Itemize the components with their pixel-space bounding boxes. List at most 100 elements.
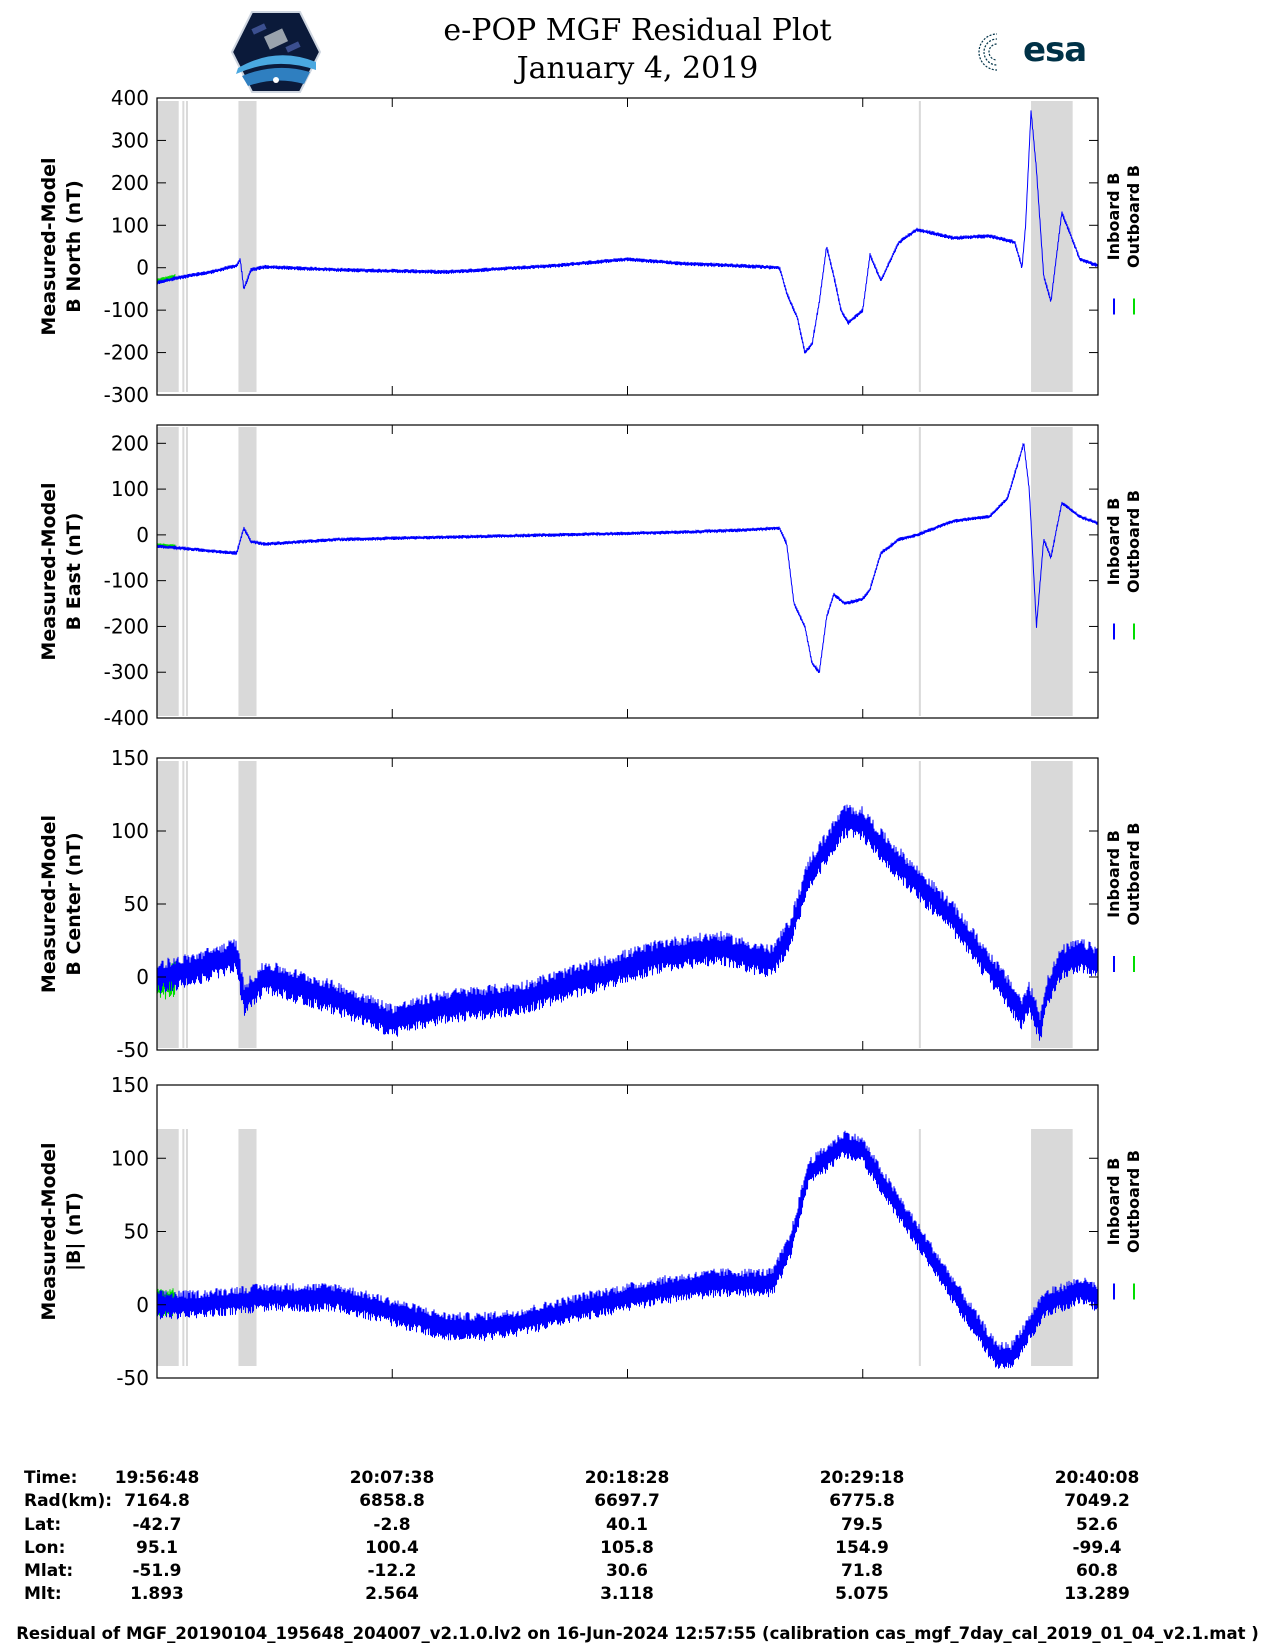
y-tick-label: 0 (136, 523, 149, 547)
y-tick-label: 100 (111, 213, 149, 237)
ephemeris-row: Lat: -42.7 -2.8 40.1 79.5 52.6 (0, 1515, 1275, 1539)
y-tick-label: 100 (111, 477, 149, 501)
ephemeris-row-label: Time: (24, 1468, 78, 1488)
y-tick-label: -400 (104, 706, 149, 730)
y-axis-label-line2: B East (nT) (63, 513, 85, 631)
y-tick-label: 0 (136, 1293, 149, 1317)
legend-outboard-label: Outboard B (1124, 1150, 1143, 1253)
y-tick-label: 0 (136, 965, 149, 989)
plot-frame (156, 424, 1099, 719)
esa-logo-icon (978, 32, 1021, 72)
ephemeris-cell: 7049.2 (1064, 1491, 1130, 1511)
ephemeris-cell: 79.5 (841, 1515, 883, 1535)
gap-shade-4 (238, 1129, 257, 1366)
ephemeris-row: Time: 19:56:48 20:07:38 20:18:28 20:29:18 20:… (0, 1468, 1275, 1492)
gap-shade-4 (238, 101, 257, 392)
y-tick-label: -300 (104, 660, 149, 684)
y-tick-label: 400 (111, 86, 149, 110)
series-inboard-overlap (171, 1298, 177, 1312)
gap-shade-3 (185, 1129, 188, 1366)
ephemeris-table: Time: 19:56:48 20:07:38 20:18:28 20:29:18 20:… (0, 1468, 1275, 1618)
series-inboard-line (156, 110, 1099, 354)
y-tick-label: 100 (111, 819, 149, 843)
y-axis-label-line1: Measured-Model (38, 815, 60, 993)
series-inboard-overlap (171, 965, 177, 982)
y-tick-label: 300 (111, 128, 149, 152)
gap-shade-2 (182, 761, 185, 1048)
y-tick-label: 200 (111, 431, 149, 455)
ephemeris-cell: 100.4 (365, 1538, 419, 1558)
ephemeris-cell: 60.8 (1076, 1561, 1118, 1581)
ephemeris-cell: 52.6 (1076, 1515, 1118, 1535)
gap-shade-2 (182, 427, 185, 716)
gap-shade-3 (185, 761, 188, 1048)
ephemeris-cell: 6697.7 (594, 1491, 660, 1511)
panel-3: 150 100 50 0 -50 Measured-Model B Center (nT) I… (38, 746, 1143, 1062)
y-axis-label-line1: Measured-Model (38, 157, 60, 335)
title-block: e-POP MGF Residual Plot January 4, 2019 (0, 12, 1275, 88)
y-axis-label-line2: B Center (nT) (63, 832, 85, 975)
series-inboard-overlap (171, 545, 177, 551)
gap-shade-6 (1031, 101, 1073, 392)
ephemeris-cell: 71.8 (841, 1561, 883, 1581)
gap-shade-5 (918, 427, 921, 716)
series-inboard-overlap (171, 275, 177, 282)
y-axis-label-line2: |B| (nT) (63, 1192, 85, 1271)
ephemeris-cell: -99.4 (1072, 1538, 1122, 1558)
legend-outboard-label: Outboard B (1124, 165, 1143, 268)
ephemeris-row-label: Lat: (24, 1515, 62, 1535)
gap-shade-2 (182, 101, 185, 392)
y-axis-label-line2: B North (nT) (63, 180, 85, 313)
gap-shade-5 (918, 761, 921, 1048)
ephemeris-cell: 1.893 (130, 1584, 184, 1604)
ephemeris-cell: -51.9 (132, 1561, 182, 1581)
y-tick-label: 0 (136, 256, 149, 280)
plot-frame (156, 757, 1099, 1051)
series-inboard-line (156, 1130, 1099, 1369)
panel-2: 200 100 0 -100 -200 -300 -400 Measured-Model B E… (38, 424, 1143, 730)
y-tick-label: 100 (111, 1146, 149, 1170)
y-tick-label: 50 (124, 1220, 149, 1244)
y-tick-label: 200 (111, 171, 149, 195)
gap-shade-1 (157, 101, 179, 392)
ephemeris-row: Mlt: 1.893 2.564 3.118 5.075 13.289 (0, 1584, 1275, 1608)
ephemeris-cell: 5.075 (835, 1584, 889, 1604)
gap-shade-3 (185, 101, 188, 392)
y-tick-label: -50 (116, 1366, 149, 1390)
gap-shade-6 (1031, 761, 1073, 1048)
ephemeris-row-label: Mlat: (24, 1561, 74, 1581)
ephemeris-row-label: Lon: (24, 1538, 66, 1558)
ephemeris-cell: 154.9 (835, 1538, 889, 1558)
ephemeris-cell: 6775.8 (829, 1491, 895, 1511)
gap-shade-6 (1031, 1129, 1073, 1366)
series-inboard-line (156, 804, 1099, 1041)
y-tick-label: 150 (111, 1073, 149, 1097)
legend-outboard-label: Outboard B (1124, 490, 1143, 593)
ephemeris-cell: 20:40:08 (1054, 1468, 1140, 1488)
y-tick-label: 50 (124, 892, 149, 916)
plot-title: e-POP MGF Residual Plot (443, 13, 832, 48)
ephemeris-cell: 3.118 (600, 1584, 654, 1604)
gap-shade-1 (157, 1129, 179, 1366)
y-tick-label: -200 (104, 341, 149, 365)
y-axis-label-line1: Measured-Model (38, 482, 60, 660)
gap-shade-3 (185, 427, 188, 716)
ephemeris-cell: 2.564 (365, 1584, 419, 1604)
panel-1: 400 300 200 100 0 -100 -200 -300 Measured-Model B… (38, 86, 1143, 407)
y-tick-label: -100 (104, 298, 149, 322)
gap-shade-2 (182, 1129, 185, 1366)
legend-inboard-label: Inboard B (1104, 498, 1123, 586)
ephemeris-cell: 20:18:28 (584, 1468, 670, 1488)
plot-frame (156, 1084, 1099, 1379)
series-outboard-line (156, 542, 176, 548)
y-tick-label: -100 (104, 569, 149, 593)
plot-date: January 4, 2019 (516, 51, 759, 86)
gap-shade-4 (238, 761, 257, 1048)
legend-inboard-label: Inboard B (1104, 830, 1123, 918)
ephemeris-cell: 20:29:18 (819, 1468, 905, 1488)
gap-shade-6 (1031, 427, 1073, 716)
ephemeris-cell: 13.289 (1064, 1584, 1130, 1604)
series-outboard-line (156, 1288, 176, 1317)
y-axis-label-line1: Measured-Model (38, 1142, 60, 1320)
